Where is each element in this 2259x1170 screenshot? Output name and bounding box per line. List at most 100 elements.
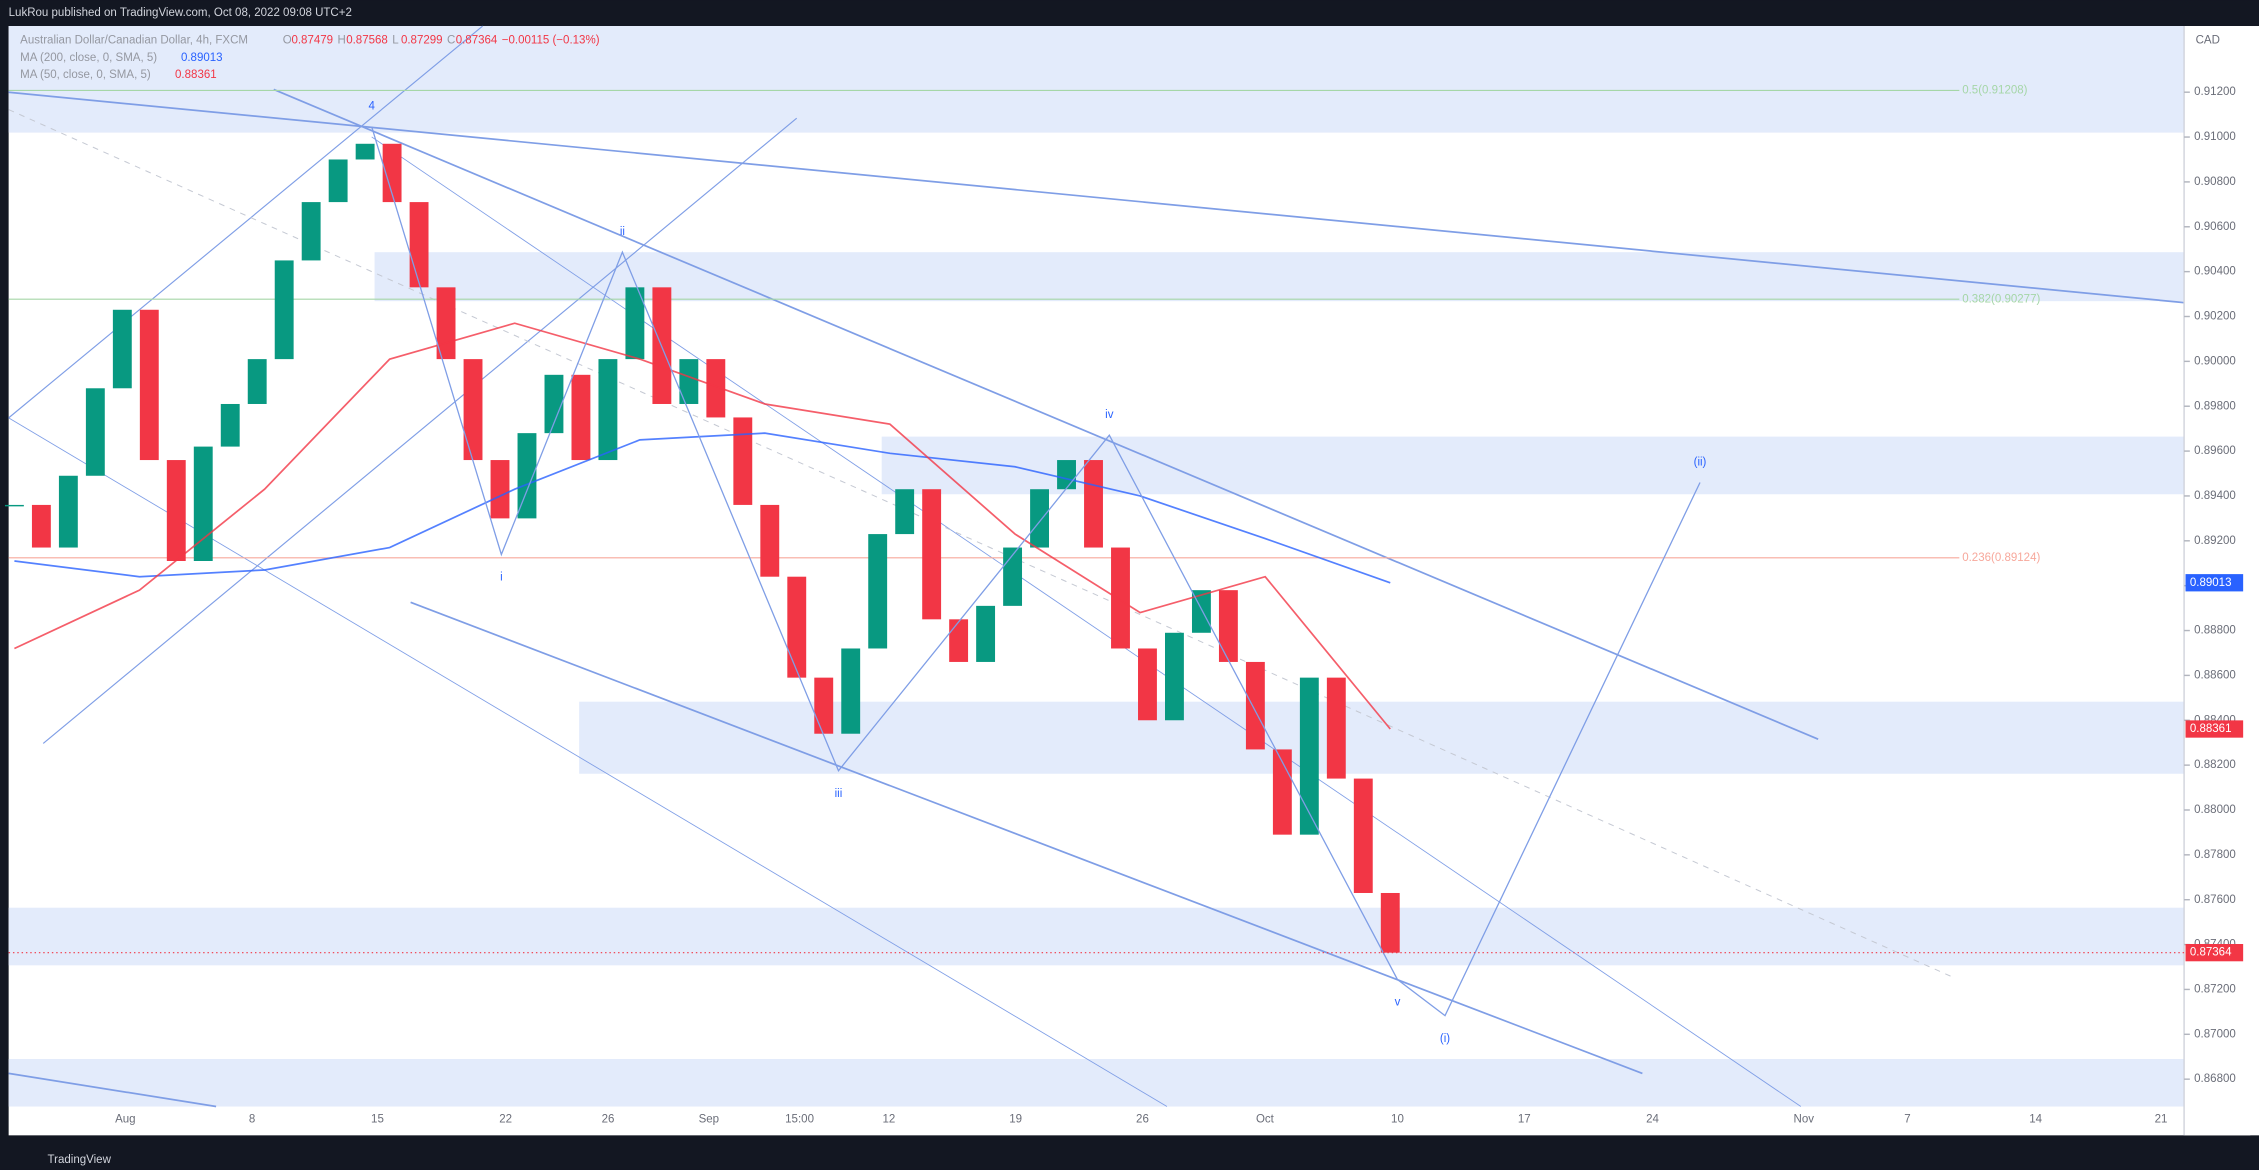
footer-brand: TradingView [48, 1154, 112, 1166]
candle [706, 359, 726, 418]
wave-path [371, 126, 1701, 1017]
x-tick-label: Oct [1256, 1114, 1275, 1126]
candle [274, 260, 294, 360]
candle [571, 374, 591, 461]
candle [1057, 460, 1076, 490]
y-tick-label: 0.88600 [2194, 669, 2236, 681]
zone [8, 907, 2185, 966]
x-tick-label: Nov [1794, 1114, 1815, 1126]
y-tick-label: 0.89800 [2194, 400, 2236, 412]
candle [625, 287, 645, 360]
candle [112, 309, 132, 389]
ma-line [14, 322, 1391, 730]
x-tick-label: 10 [1391, 1114, 1404, 1126]
candle [814, 677, 834, 734]
candle [1299, 677, 1319, 835]
ohlc-value: 0.87299 [401, 34, 443, 46]
y-tick-label: 0.91000 [2194, 131, 2236, 143]
y-tick-label: 0.90400 [2194, 266, 2236, 278]
legend-value: 0.88361 [175, 69, 217, 81]
fib-label: 0.382(0.90277) [1962, 293, 2040, 305]
ohlc-key: H [338, 34, 346, 46]
x-tick-label: 14 [2029, 1114, 2042, 1126]
candle [922, 489, 942, 620]
candle [463, 359, 483, 461]
candle [328, 159, 348, 203]
candle [409, 202, 429, 288]
candle [1138, 648, 1157, 721]
candle [517, 433, 537, 519]
ohlc-key: L [392, 34, 399, 46]
candle [1218, 590, 1238, 662]
wave-label: ii [620, 226, 625, 238]
y-tick-label: 0.87600 [2194, 894, 2236, 906]
currency-label: CAD [2196, 34, 2220, 46]
candle [85, 388, 105, 476]
zone [8, 1058, 2185, 1107]
x-tick-label: 19 [1009, 1114, 1022, 1126]
candle [733, 417, 753, 505]
candle [1030, 489, 1049, 548]
y-tick-label: 0.90000 [2194, 355, 2236, 367]
price-tag-label: 0.87364 [2190, 947, 2232, 959]
x-tick-label: 21 [2155, 1114, 2168, 1126]
x-tick-label: 7 [1904, 1114, 1910, 1126]
zone [8, 26, 2185, 133]
candle [679, 359, 699, 404]
x-tick-label: 26 [602, 1114, 615, 1126]
price-tag-label: 0.89013 [2190, 577, 2232, 589]
ohlc-value: 0.87364 [456, 34, 498, 46]
candle [841, 648, 861, 734]
x-tick-label: 22 [499, 1114, 512, 1126]
price-tag [2185, 720, 2244, 738]
fib-label: 0.236(0.89124) [1962, 552, 2040, 564]
price-tag [2185, 574, 2244, 592]
price-tag [2185, 944, 2244, 962]
trendline [42, 117, 798, 744]
trendline [273, 88, 1819, 740]
candle [949, 619, 969, 662]
legend-value: 0.89013 [181, 52, 223, 64]
candle [598, 359, 618, 461]
y-tick-label: 0.88200 [2194, 759, 2236, 771]
fib-label: 0.5(0.91208) [1962, 84, 2027, 96]
candle [301, 202, 321, 261]
ohlc-value: 0.87568 [346, 34, 388, 46]
candle [193, 446, 213, 561]
candle [139, 309, 159, 461]
candle [1245, 661, 1265, 750]
x-tick-label: 15:00 [785, 1114, 814, 1126]
trendline [371, 136, 1802, 1107]
zone [374, 252, 2185, 302]
y-tick-label: 0.86800 [2194, 1073, 2236, 1085]
publish-header: LukRou published on TradingView.com, Oct… [9, 7, 352, 19]
wave-label: 4 [368, 101, 375, 113]
wave-label: i [500, 572, 503, 584]
x-tick-label: Aug [115, 1114, 136, 1126]
trendline [8, 109, 1953, 978]
y-tick-label: 0.90200 [2194, 311, 2236, 323]
y-tick-label: 0.89200 [2194, 535, 2236, 547]
candle [1326, 677, 1346, 779]
candle [1003, 547, 1023, 606]
y-tick-label: 0.87200 [2194, 983, 2236, 995]
y-tick-label: 0.87000 [2194, 1028, 2236, 1040]
candle [4, 504, 24, 507]
y-tick-label: 0.89400 [2194, 490, 2236, 502]
legend-entry: MA (50, close, 0, SMA, 5) [20, 69, 151, 81]
wave-label: v [1395, 997, 1401, 1009]
x-tick-label: 24 [1646, 1114, 1659, 1126]
y-tick-label: 0.89600 [2194, 445, 2236, 457]
x-tick-label: 12 [882, 1114, 895, 1126]
trendline [8, 25, 483, 419]
candle [895, 489, 915, 535]
candle [31, 504, 51, 548]
change: −0.00115 (−0.13%) [502, 34, 600, 46]
wave-label: (ii) [1694, 456, 1707, 468]
candle [787, 576, 807, 678]
legend-entry: MA (200, close, 0, SMA, 5) [20, 52, 157, 64]
candle [1111, 547, 1130, 649]
y-tick-label: 0.90600 [2194, 221, 2236, 233]
